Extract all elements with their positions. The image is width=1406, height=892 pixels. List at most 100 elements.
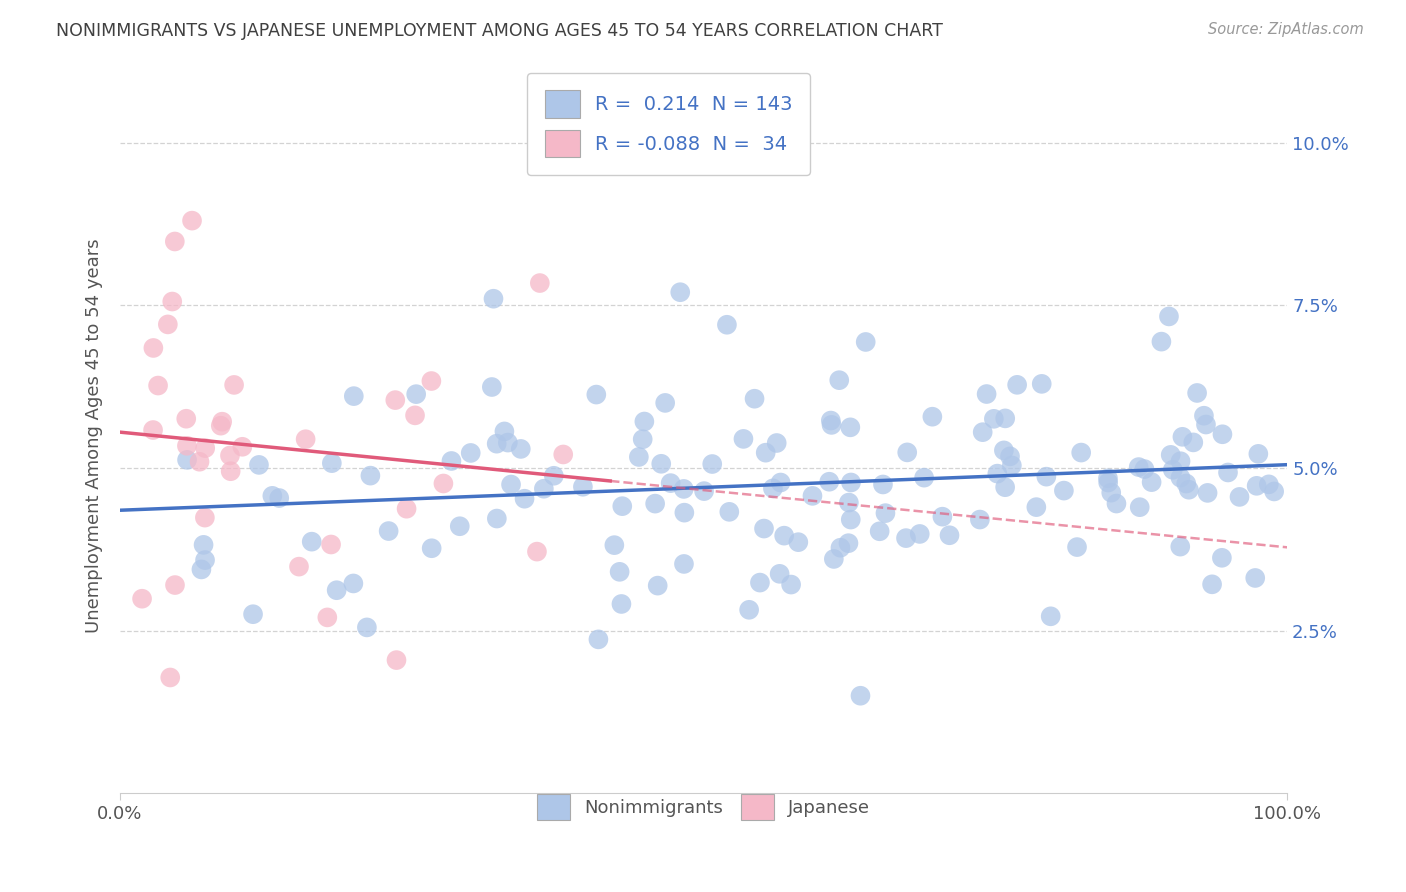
Point xyxy=(247,458,270,472)
Point xyxy=(921,409,943,424)
Point xyxy=(585,387,607,401)
Point xyxy=(193,538,215,552)
Point xyxy=(231,440,253,454)
Point xyxy=(749,575,772,590)
Point xyxy=(1247,447,1270,461)
Point xyxy=(659,476,682,491)
Point xyxy=(460,446,482,460)
Point xyxy=(654,396,676,410)
Point xyxy=(1105,497,1128,511)
Point xyxy=(440,454,463,468)
Point xyxy=(969,512,991,526)
Point xyxy=(780,577,803,591)
Point xyxy=(983,412,1005,426)
Point xyxy=(765,436,787,450)
Point xyxy=(1005,377,1028,392)
Point xyxy=(526,544,548,558)
Point xyxy=(1170,470,1192,484)
Point xyxy=(994,480,1017,494)
Point xyxy=(755,445,778,459)
Point xyxy=(1178,483,1201,497)
Point xyxy=(190,562,212,576)
Point xyxy=(986,467,1008,481)
Point xyxy=(647,579,669,593)
Point xyxy=(496,435,519,450)
Point xyxy=(288,559,311,574)
Point xyxy=(976,387,998,401)
Point xyxy=(1171,430,1194,444)
Point xyxy=(823,552,845,566)
Point xyxy=(269,491,291,505)
Point xyxy=(1244,571,1267,585)
Legend: Nonimmigrants, Japanese: Nonimmigrants, Japanese xyxy=(523,780,884,834)
Point xyxy=(146,378,169,392)
Point xyxy=(610,597,633,611)
Point xyxy=(194,441,217,455)
Point xyxy=(644,497,666,511)
Point xyxy=(818,475,841,489)
Point xyxy=(1175,476,1198,491)
Point xyxy=(262,489,284,503)
Point xyxy=(1001,458,1024,473)
Point xyxy=(1099,485,1122,500)
Point xyxy=(875,506,897,520)
Point xyxy=(828,373,851,387)
Point xyxy=(219,449,242,463)
Point xyxy=(1211,550,1233,565)
Point xyxy=(176,439,198,453)
Point xyxy=(830,541,852,555)
Point xyxy=(612,499,634,513)
Point xyxy=(718,505,741,519)
Point xyxy=(752,522,775,536)
Point xyxy=(209,418,232,433)
Point xyxy=(432,476,454,491)
Point xyxy=(1035,469,1057,483)
Point xyxy=(838,495,860,509)
Point xyxy=(1160,448,1182,462)
Point xyxy=(404,409,426,423)
Point xyxy=(716,318,738,332)
Point xyxy=(912,470,935,484)
Point xyxy=(142,341,165,355)
Point xyxy=(609,565,631,579)
Point xyxy=(181,213,204,227)
Point xyxy=(377,524,399,538)
Point xyxy=(385,653,408,667)
Point xyxy=(673,506,696,520)
Point xyxy=(908,527,931,541)
Point xyxy=(1031,376,1053,391)
Point xyxy=(1140,475,1163,490)
Point xyxy=(1157,310,1180,324)
Point xyxy=(801,489,824,503)
Point xyxy=(395,501,418,516)
Point xyxy=(1053,483,1076,498)
Point xyxy=(994,411,1017,425)
Point xyxy=(142,423,165,437)
Point xyxy=(702,457,724,471)
Point xyxy=(211,415,233,429)
Point xyxy=(1192,409,1215,423)
Point xyxy=(787,535,810,549)
Point xyxy=(499,477,522,491)
Point xyxy=(356,620,378,634)
Point xyxy=(837,536,859,550)
Point xyxy=(603,538,626,552)
Point xyxy=(224,378,246,392)
Point xyxy=(1211,427,1233,442)
Point xyxy=(894,531,917,545)
Point xyxy=(839,512,862,526)
Point xyxy=(820,413,842,427)
Point xyxy=(931,509,953,524)
Point xyxy=(896,445,918,459)
Point xyxy=(1197,486,1219,500)
Point xyxy=(176,453,198,467)
Point xyxy=(1170,454,1192,468)
Point xyxy=(733,432,755,446)
Point xyxy=(1216,466,1239,480)
Point xyxy=(174,411,197,425)
Point xyxy=(1246,479,1268,493)
Point xyxy=(485,436,508,450)
Point xyxy=(1128,460,1150,475)
Text: NONIMMIGRANTS VS JAPANESE UNEMPLOYMENT AMONG AGES 45 TO 54 YEARS CORRELATION CHA: NONIMMIGRANTS VS JAPANESE UNEMPLOYMENT A… xyxy=(56,22,943,40)
Point xyxy=(627,450,650,464)
